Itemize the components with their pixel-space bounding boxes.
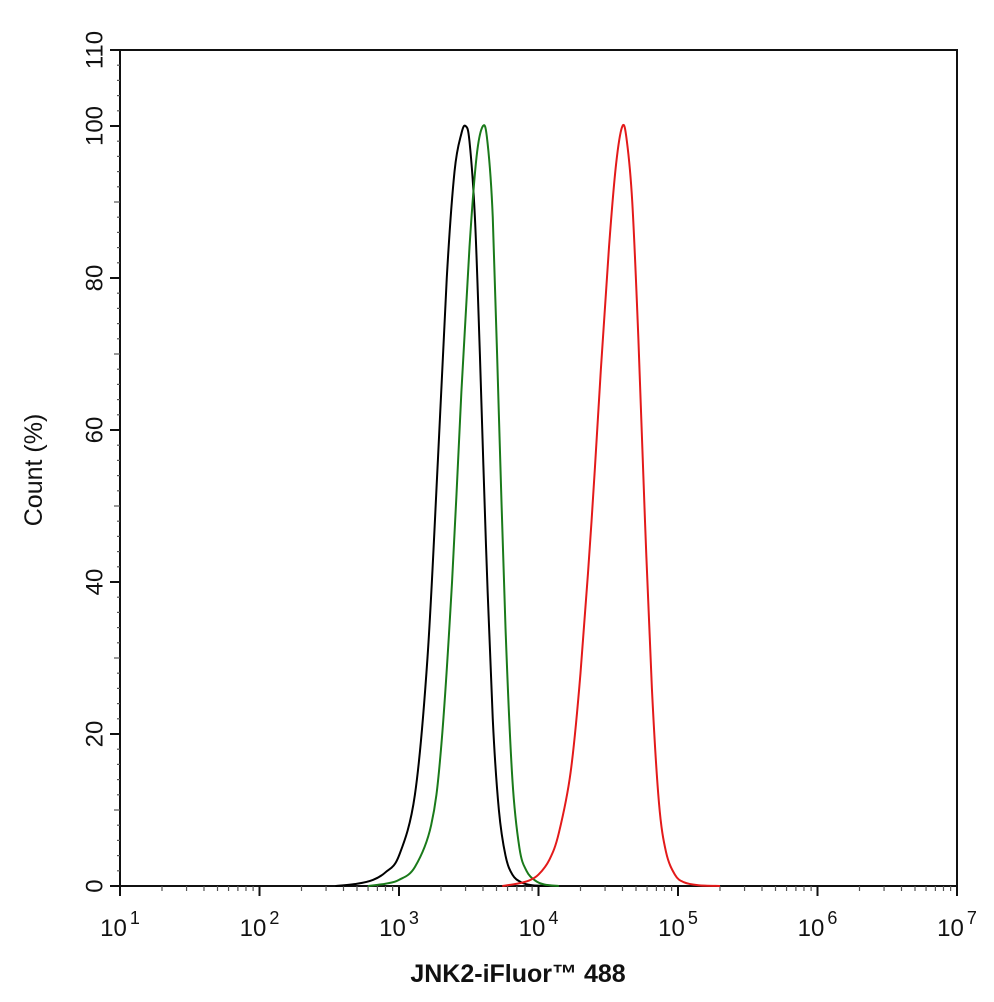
y-tick-label: 40	[82, 569, 109, 596]
y-tick-label: 60	[82, 417, 109, 444]
x-tick-exponent: 2	[269, 908, 279, 928]
x-tick-exponent: 1	[130, 908, 140, 928]
x-axis-ticks: 10 1 10 2 10 3 10 4 10 5 10 6 10 7	[100, 886, 977, 942]
series-line-green	[367, 124, 559, 887]
series-line-black	[335, 124, 550, 887]
y-tick-label: 80	[82, 265, 109, 292]
x-tick-base: 10	[379, 915, 406, 942]
x-tick-label: 10 7	[937, 908, 977, 942]
x-tick-exponent: 6	[827, 908, 837, 928]
plot-frame-border	[119, 49, 958, 887]
x-tick-label: 10 3	[379, 908, 419, 942]
series-line-red	[502, 123, 721, 887]
x-tick-base: 10	[240, 915, 267, 942]
x-tick-label: 10 6	[798, 908, 838, 942]
x-tick-label: 10 5	[658, 908, 698, 942]
x-tick-base: 10	[658, 915, 685, 942]
x-tick-label: 10 1	[100, 908, 140, 942]
x-tick-base: 10	[937, 915, 964, 942]
x-tick-exponent: 3	[409, 908, 419, 928]
y-tick-label: 100	[82, 106, 109, 146]
x-tick-label: 10 4	[519, 908, 559, 942]
x-tick-base: 10	[100, 915, 127, 942]
x-tick-exponent: 7	[967, 908, 977, 928]
plot-area	[119, 49, 958, 887]
x-tick-label: 10 2	[240, 908, 280, 942]
x-tick-base: 10	[519, 915, 546, 942]
y-axis-title: Count (%)	[20, 414, 48, 527]
series-layer	[335, 123, 721, 887]
x-tick-exponent: 5	[688, 908, 698, 928]
x-axis-title: JNK2-iFluor™ 488	[410, 960, 625, 988]
x-tick-exponent: 4	[548, 908, 558, 928]
y-axis-ticks: 0 20 40 60 80 100 110	[82, 31, 120, 893]
y-tick-label: 0	[82, 879, 109, 892]
y-tick-label: 20	[82, 721, 109, 748]
y-tick-label: 110	[82, 31, 109, 69]
x-tick-base: 10	[798, 915, 825, 942]
